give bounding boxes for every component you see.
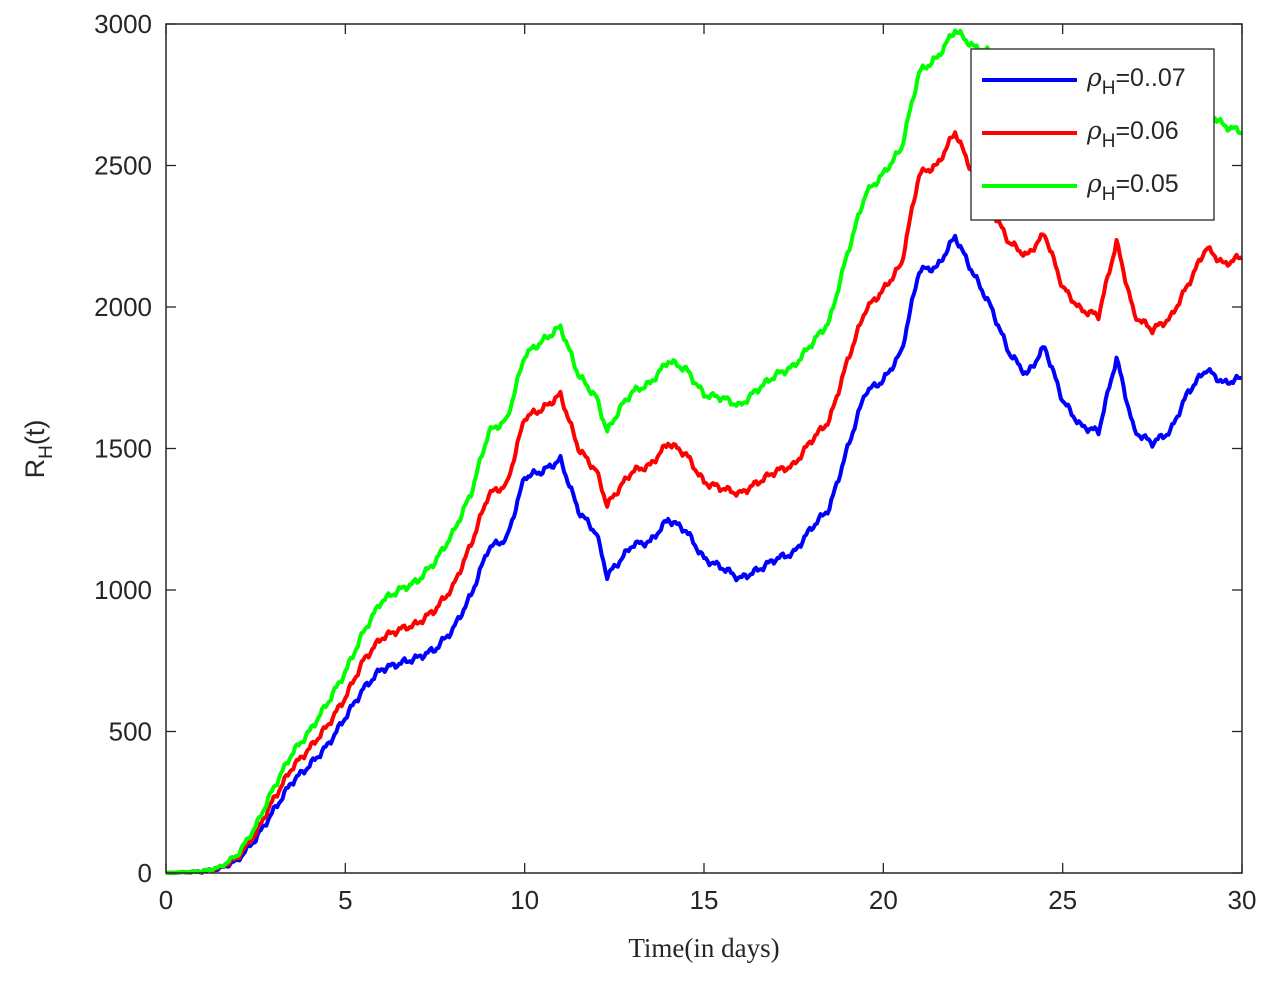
x-axis-ticks: 0 5 10 15 20 25 30	[159, 24, 1257, 915]
y-tick-label: 1500	[94, 434, 152, 464]
x-axis-label: Time(in days)	[628, 933, 779, 963]
legend-subscript-2: H	[1102, 131, 1116, 152]
legend-rho-symbol-2: ρ	[1086, 116, 1102, 145]
series-line-1	[165, 233, 1243, 875]
y-axis-label-subscript: H	[36, 445, 57, 459]
legend-rho-symbol-1: ρ	[1086, 63, 1102, 92]
legend: ρH=0..07 ρH=0.06 ρH=0.05	[970, 48, 1215, 221]
legend-rho-symbol-3: ρ	[1086, 169, 1102, 198]
y-tick-label: 2500	[94, 151, 152, 181]
legend-value-2: =0.06	[1115, 117, 1178, 145]
legend-entry-2: ρH=0.06	[982, 116, 1179, 152]
legend-label-2: ρH=0.06	[1086, 116, 1179, 152]
y-axis-label: RH(t)	[20, 420, 57, 479]
y-tick-label: 1000	[94, 575, 152, 605]
y-tick-label: 0	[138, 858, 152, 888]
legend-subscript-3: H	[1102, 184, 1116, 205]
y-tick-label: 2000	[94, 292, 152, 322]
legend-label-1: ρH=0..07	[1086, 63, 1186, 99]
y-axis-ticks: 0 500 1000 1500 2000 2500 3000	[94, 9, 1242, 888]
y-tick-label: 3000	[94, 9, 152, 39]
legend-value-3: =0.05	[1115, 170, 1178, 198]
legend-entry-1: ρH=0..07	[982, 63, 1186, 99]
x-tick-label: 25	[1048, 885, 1077, 915]
x-tick-label: 20	[869, 885, 898, 915]
y-axis-label-group: RH(t)	[20, 420, 57, 479]
legend-subscript-1: H	[1102, 78, 1116, 99]
x-tick-label: 0	[159, 885, 173, 915]
legend-label-3: ρH=0.05	[1086, 169, 1179, 205]
x-tick-label: 15	[690, 885, 719, 915]
legend-entry-3: ρH=0.05	[982, 169, 1179, 205]
x-tick-label: 10	[510, 885, 539, 915]
x-tick-label: 30	[1228, 885, 1257, 915]
x-tick-label: 5	[338, 885, 352, 915]
y-axis-label-suffix: (t)	[20, 420, 50, 445]
y-axis-label-main: R	[20, 459, 50, 479]
series-line-2	[165, 130, 1244, 875]
y-tick-label: 500	[109, 717, 152, 747]
legend-value-1: =0..07	[1115, 64, 1185, 92]
